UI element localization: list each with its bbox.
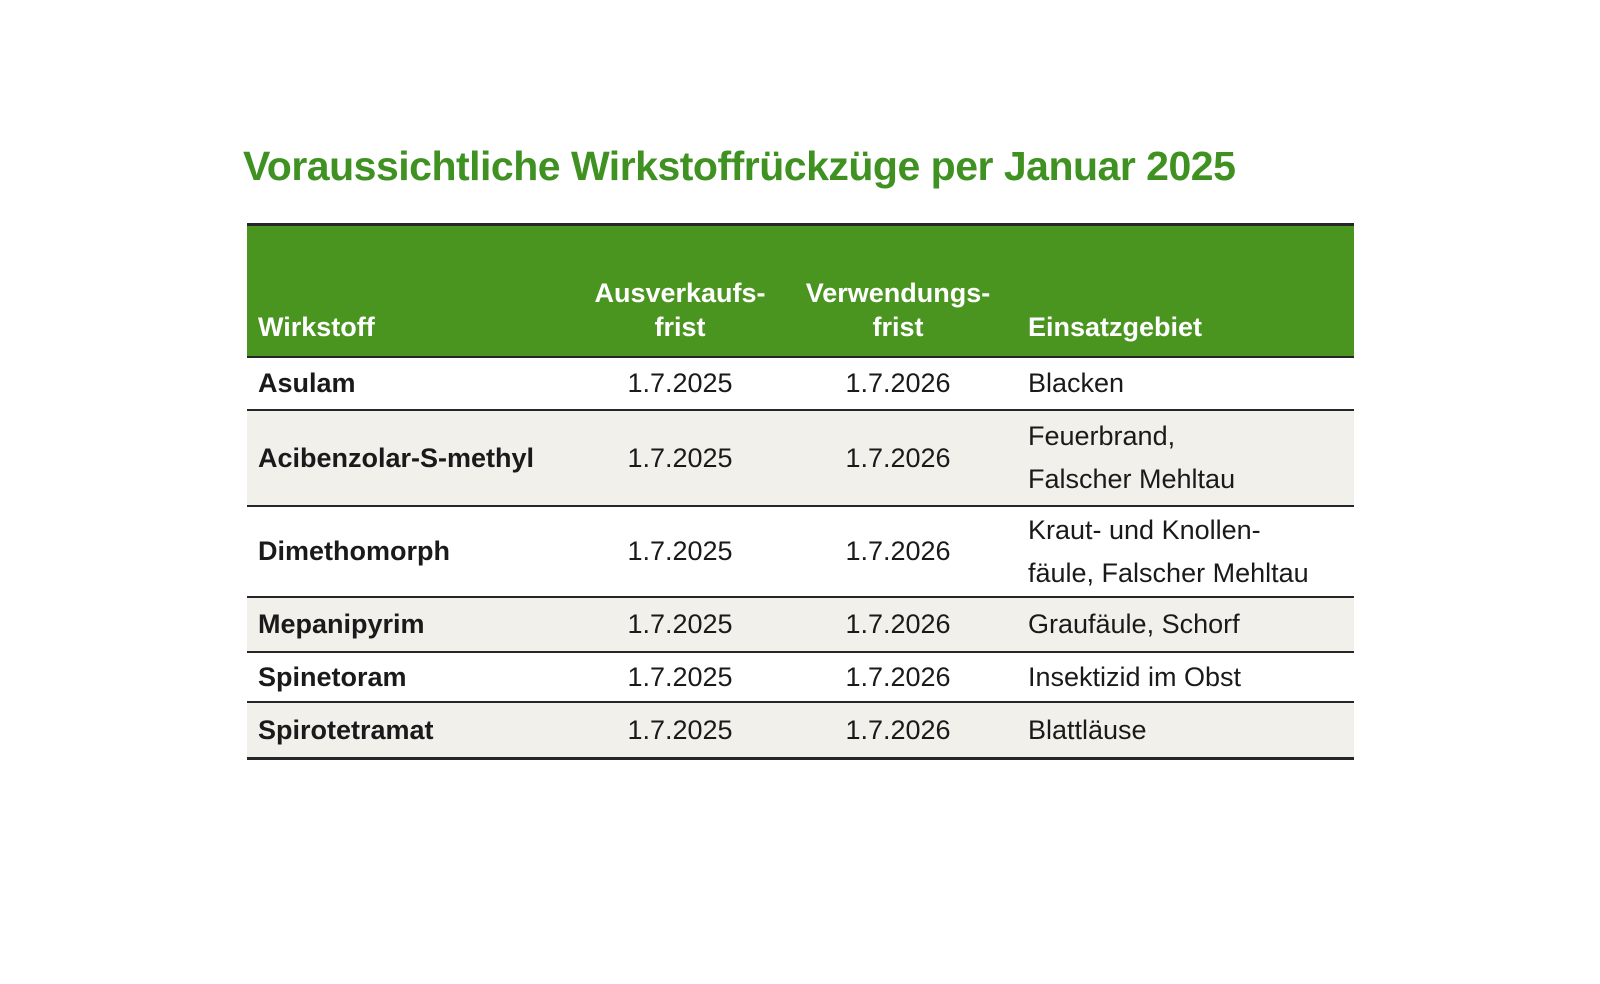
cell-wirkstoff: Dimethomorph <box>258 536 450 566</box>
cell-verwendungsfrist: 1.7.2026 <box>845 661 951 692</box>
column-header-wirkstoff: Wirkstoff <box>258 312 375 342</box>
column-header-ausverkaufsfrist: Ausverkaufs- frist <box>594 278 766 342</box>
cell-verwendungsfrist: 1.7.2026 <box>845 442 951 473</box>
wirkstoff-table: Wirkstoff Ausverkaufs- frist Verwendungs… <box>247 223 1354 760</box>
cell-wirkstoff: Acibenzolar-S-methyl <box>258 442 535 473</box>
cell-ausverkaufsfrist: 1.7.2025 <box>627 442 733 473</box>
table-row: Mepanipyrim 1.7.2025 1.7.2026 Graufäule,… <box>247 598 1354 653</box>
table-row: Dimethomorph 1.7.2025 1.7.2026 Kraut- un… <box>247 507 1354 598</box>
cell-wirkstoff: Spinetoram <box>258 661 407 692</box>
table-body: Asulam 1.7.2025 1.7.2026 Blacken Acibenz… <box>247 358 1354 760</box>
cell-ausverkaufsfrist: 1.7.2025 <box>627 714 733 745</box>
table-row: Spirotetramat 1.7.2025 1.7.2026 Blattläu… <box>247 703 1354 760</box>
cell-ausverkaufsfrist: 1.7.2025 <box>627 536 733 566</box>
cell-wirkstoff: Mepanipyrim <box>258 609 425 639</box>
cell-ausverkaufsfrist: 1.7.2025 <box>627 368 733 398</box>
table-row: Asulam 1.7.2025 1.7.2026 Blacken <box>247 358 1354 411</box>
cell-verwendungsfrist: 1.7.2026 <box>845 609 951 639</box>
cell-einsatzgebiet: Kraut- und Knollen- fäule, Falscher Mehl… <box>1028 514 1309 588</box>
column-header-einsatzgebiet: Einsatzgebiet <box>1028 312 1203 342</box>
cell-verwendungsfrist: 1.7.2026 <box>845 536 951 566</box>
page-title: Voraussichtliche Wirkstoffrückzüge per J… <box>243 143 1236 189</box>
cell-wirkstoff: Asulam <box>258 368 356 398</box>
cell-ausverkaufsfrist: 1.7.2025 <box>627 609 733 639</box>
table-row: Acibenzolar-S-methyl 1.7.2025 1.7.2026 F… <box>247 411 1354 507</box>
cell-einsatzgebiet: Insektizid im Obst <box>1028 661 1242 692</box>
cell-einsatzgebiet: Graufäule, Schorf <box>1028 609 1240 639</box>
table-row: Spinetoram 1.7.2025 1.7.2026 Insektizid … <box>247 653 1354 703</box>
cell-einsatzgebiet: Blacken <box>1028 368 1125 398</box>
table-header-row: Wirkstoff Ausverkaufs- frist Verwendungs… <box>247 226 1354 358</box>
cell-einsatzgebiet: Blattläuse <box>1028 714 1147 745</box>
cell-verwendungsfrist: 1.7.2026 <box>845 714 951 745</box>
cell-verwendungsfrist: 1.7.2026 <box>845 368 951 398</box>
cell-ausverkaufsfrist: 1.7.2025 <box>627 661 733 692</box>
column-header-verwendungsfrist: Verwendungs- frist <box>805 278 991 342</box>
cell-wirkstoff: Spirotetramat <box>258 714 434 745</box>
cell-einsatzgebiet: Feuerbrand, Falscher Mehltau <box>1028 421 1236 494</box>
